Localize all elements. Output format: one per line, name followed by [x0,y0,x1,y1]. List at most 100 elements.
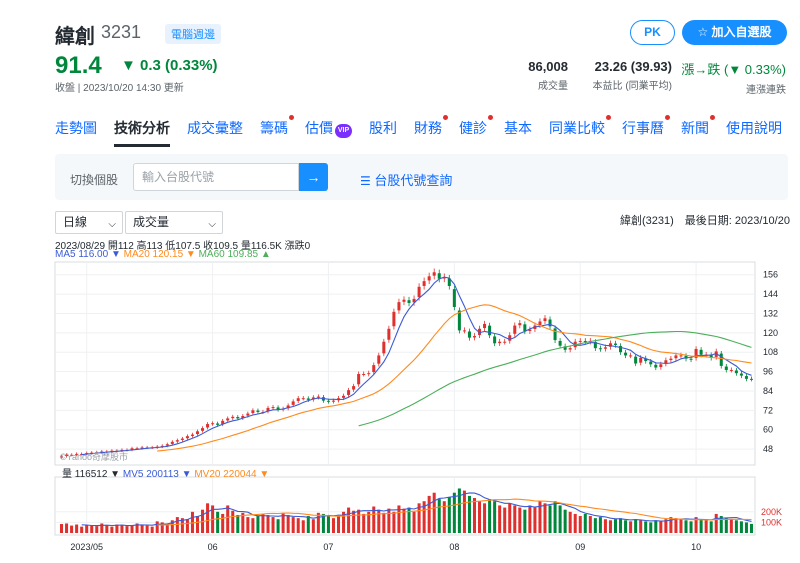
volume-bar [306,516,310,533]
candle-body [709,355,713,358]
volume-bar [221,513,225,533]
tab-3[interactable]: 籌碼 [260,115,294,138]
candle-body [296,398,300,401]
volume-bar [90,525,94,533]
volume-bar [342,511,346,533]
candle-body [613,343,618,345]
indicator-select[interactable]: 成交量 ⌵ [125,211,223,234]
switch-stock-label: 切換個股 [70,173,119,187]
chevron-down-icon: ⌵ [208,219,216,230]
candle-body [130,448,134,450]
volume-bar [442,501,446,533]
tab-10[interactable]: 行事曆 [622,115,670,138]
volume-bar [367,511,371,533]
volume-bar [714,513,718,533]
volume-bar [281,512,285,533]
stock-name: 緯創 [55,26,95,48]
volume-bar [437,499,441,533]
volume-bar [185,519,189,533]
price-panel-frame [54,261,756,466]
tab-5[interactable]: 股利 [369,118,397,138]
tab-2[interactable]: 成交彙整 [187,118,243,138]
volume-bar [528,505,532,533]
candle-body [342,395,346,398]
industry-badge[interactable]: 電腦週邊 [165,24,221,44]
volume-bar [603,519,607,533]
candle-body [206,424,210,428]
stat-streak-value: 漲→跌 (▼ 0.33%) [681,62,786,77]
tab-11[interactable]: 新聞 [681,115,715,138]
volume-bar [286,514,290,533]
y-tick-label: 48 [763,444,773,454]
tab-6[interactable]: 財務 [414,115,448,138]
candle-body [70,454,74,456]
tab-label: 估價 [305,120,333,136]
candle-body [246,413,250,416]
chart-stock-info: 緯創(3231) 最後日期: 2023/10/20 [620,215,790,227]
tab-label: 行事曆 [622,120,664,136]
tab-label: 財務 [414,120,442,136]
volume-bar [553,501,557,533]
candle-body [558,340,562,346]
candle-body [195,431,200,435]
period-select[interactable]: 日線 ⌵ [55,211,123,234]
volume-bar [331,518,335,533]
tab-7[interactable]: 健診 [459,115,493,138]
tab-label: 同業比較 [549,120,605,136]
volume-bar [110,526,114,533]
update-timestamp: 收盤 | 2023/10/20 14:30 更新 [55,83,184,94]
stock-price: 91.4 [55,52,102,79]
tab-label: 走勢圖 [55,120,97,136]
ma20-line [157,304,752,452]
candle-body [528,329,532,331]
volume-bar [704,520,708,533]
ma60-line [358,330,752,427]
volume-bar [578,516,582,533]
candle-body [493,336,497,344]
candle-body [457,310,461,331]
tab-1[interactable]: 技術分析 [114,118,170,147]
search-submit-button[interactable]: → [299,163,328,191]
volume-bar [175,517,179,533]
volume-bar [462,490,466,533]
tab-label: 健診 [459,120,487,136]
volume-bar [311,519,315,533]
candle-body [664,360,668,364]
volume-bar [407,507,411,533]
volume-bar [266,514,270,533]
candle-body [744,376,748,379]
volume-panel-frame [54,476,756,536]
volume-bar [472,498,476,533]
candle-body [578,340,582,342]
candle-body [437,273,441,279]
candle-body [160,445,164,447]
volume-bar [478,501,482,533]
candle-body [634,356,638,364]
pk-button[interactable]: PK [630,20,675,45]
volume-bar [60,523,64,533]
volume-bar [513,505,517,533]
code-lookup-link[interactable]: ☰ 台股代號查詢 [360,170,452,189]
volume-bar [644,521,648,533]
volume-bar [608,520,612,533]
tab-12[interactable]: 使用說明 [726,118,782,138]
stat-pe-value: 23.26 (39.93) [594,59,672,74]
candle-body [462,330,466,332]
volume-bar [347,507,351,533]
candle-body [739,373,743,376]
tab-9[interactable]: 同業比較 [549,115,611,138]
volume-bar [488,499,492,533]
x-tick-label: 2023/05 [70,542,103,552]
tab-label: 基本 [504,120,532,136]
add-watchlist-button[interactable]: ☆ 加入自選股 [682,20,787,45]
candle-body [719,353,723,366]
tab-8[interactable]: 基本 [504,118,532,138]
tab-4[interactable]: 估價 VIP [305,118,352,138]
stock-search-input[interactable] [133,163,299,191]
volume-bar [130,525,134,533]
volume-bar [664,519,668,533]
y-tick-label: 108 [763,347,778,357]
tab-0[interactable]: 走勢圖 [55,118,97,138]
volume-bar [483,503,487,533]
